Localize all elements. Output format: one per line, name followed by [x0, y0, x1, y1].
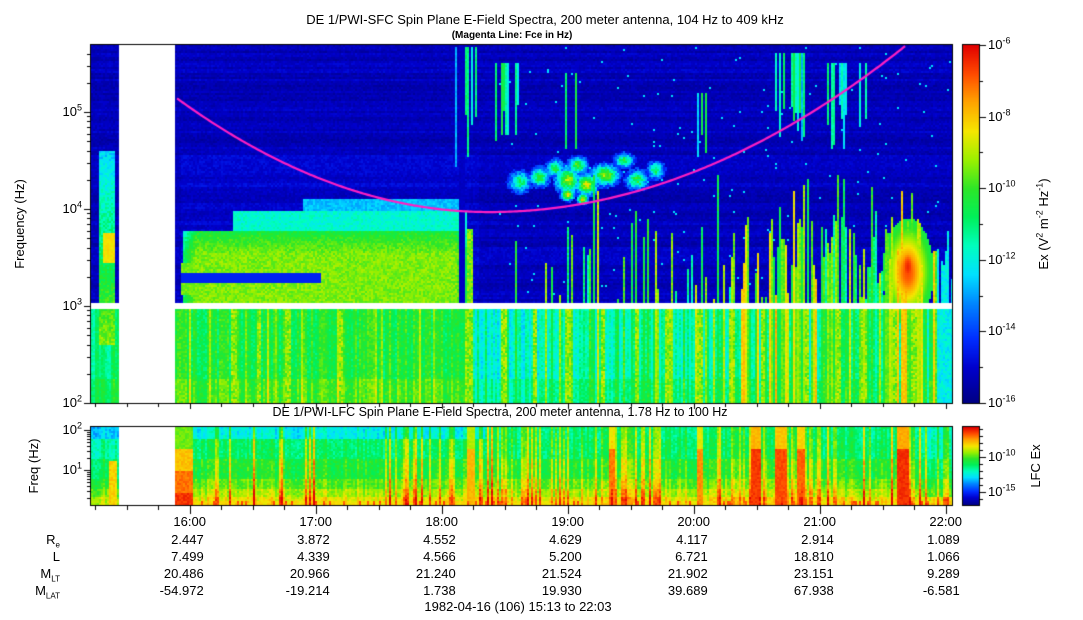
sfc-title: DE 1/PWI-SFC Spin Plane E-Field Spectra,… [306, 12, 784, 27]
ephemeris-value: 2.914 [801, 532, 834, 547]
ephemeris-value: 4.339 [297, 549, 330, 564]
ephemeris-value: 18.810 [793, 549, 834, 564]
time-tick-label: 21:00 [803, 514, 836, 529]
ephemeris-value: 21.902 [667, 566, 708, 581]
ephemeris-value: 39.689 [667, 583, 708, 598]
sfc-subtitle: (Magenta Line: Fce in Hz) [451, 30, 573, 41]
sfc-y-tick-label: 104 [62, 199, 82, 216]
ephemeris-value: 9.289 [927, 566, 960, 581]
ephemeris-value: 20.966 [289, 566, 330, 581]
lfc-y-tick-label: 101 [62, 460, 82, 477]
sfc-colorbar-tick-label: 10-8 [988, 107, 1011, 124]
ephemeris-value: -6.581 [922, 583, 960, 598]
sfc-y-axis-label: Frequency (Hz) [12, 179, 27, 269]
ephemeris-value: -54.972 [159, 583, 204, 598]
sfc-y-tick-label: 105 [62, 102, 82, 119]
ephemeris-value: 67.938 [793, 583, 834, 598]
time-tick-label: 17:00 [299, 514, 332, 529]
sfc-colorbar-label: Ex (V2 m-2 Hz-1) [1034, 178, 1051, 270]
date-range-label: 1982-04-16 (106) 15:13 to 22:03 [424, 599, 612, 614]
time-tick-label: 19:00 [551, 514, 584, 529]
lfc-colorbar-label: LFC Ex [1028, 444, 1043, 488]
ephemeris-value: 21.524 [541, 566, 582, 581]
ephemeris-value: 6.721 [675, 549, 708, 564]
ephemeris-value: 1.089 [927, 532, 960, 547]
sfc-colorbar-tick-label: 10-10 [988, 178, 1016, 196]
sfc-y-tick-label: 102 [62, 393, 82, 410]
ephemeris-value: 4.117 [676, 532, 708, 547]
time-tick-label: 18:00 [425, 514, 458, 529]
ephemeris-value: 5.200 [549, 549, 582, 564]
sfc-colorbar-tick-label: 10-14 [988, 322, 1016, 339]
time-tick-label: 16:00 [173, 514, 206, 529]
ephemeris-value: 3.872 [297, 532, 330, 547]
ephemeris-value: 4.566 [423, 549, 456, 564]
lfc-title: DE 1/PWI-LFC Spin Plane E-Field Spectra,… [272, 405, 728, 419]
ephemeris-value: 19.930 [541, 583, 582, 598]
sfc-colorbar-tick-label: 10-6 [988, 35, 1011, 52]
ephemeris-value: 20.486 [163, 566, 204, 581]
ephemeris-value: 1.066 [927, 549, 960, 564]
sfc-colorbar-tick-label: 10-12 [988, 250, 1016, 267]
ephemeris-value: 4.552 [423, 532, 456, 547]
ephemeris-value: 2.447 [171, 532, 204, 547]
ephemeris-value: 4.629 [549, 532, 582, 547]
time-tick-label: 22:00 [929, 514, 962, 529]
ephemeris-value: 7.499 [171, 549, 204, 564]
ephemeris-value: 21.240 [415, 566, 456, 581]
lfc-y-axis-label: Freq (Hz) [26, 438, 41, 494]
ephemeris-value: -19.214 [285, 583, 330, 598]
ephemeris-row-label: MLAT [35, 583, 60, 601]
sfc-y-tick-label: 103 [62, 296, 82, 313]
lfc-colorbar-tick-label: 10-10 [988, 447, 1016, 464]
ephemeris-row-label: MLT [40, 566, 60, 584]
lfc-y-tick-label: 102 [62, 420, 82, 437]
time-tick-label: 20:00 [677, 514, 710, 529]
ephemeris-row-label: Re [46, 532, 60, 550]
ephemeris-row-label: L [52, 549, 60, 564]
sfc-colorbar-tick-label: 10-16 [988, 393, 1016, 410]
ephemeris-value: 1.738 [423, 583, 456, 598]
ephemeris-value: 23.151 [793, 566, 834, 581]
lfc-colorbar-tick-label: 10-15 [988, 482, 1016, 499]
